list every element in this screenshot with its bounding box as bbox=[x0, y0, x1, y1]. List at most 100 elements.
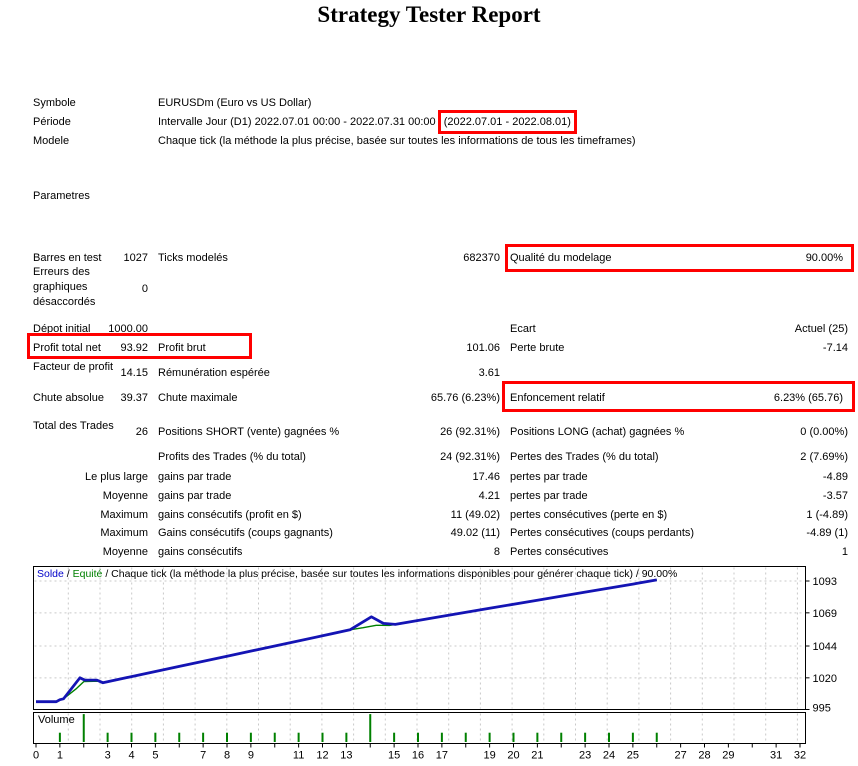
header-row-periode: Période Intervalle Jour (D1) 2022.07.01 … bbox=[0, 110, 858, 135]
periode-value-pre: Intervalle Jour (D1) 2022.07.01 00:00 - … bbox=[158, 116, 439, 128]
parametres-label: Parametres bbox=[33, 190, 90, 202]
stat-label: gains consécutifs (profit en $) bbox=[158, 509, 302, 521]
stat-label: Pertes des Trades (% du total) bbox=[510, 451, 659, 463]
legend-equite: Equité bbox=[72, 568, 103, 580]
svg-text:29: 29 bbox=[722, 750, 734, 762]
header-row-modele: Modele Chaque tick (la méthode la plus p… bbox=[0, 134, 858, 148]
table-row: Dépot initial 1000.00 Ecart Actuel (25) bbox=[0, 322, 858, 336]
stat-qualifier: Moyenne bbox=[102, 546, 148, 558]
volume-bars bbox=[58, 714, 658, 742]
svg-text:24: 24 bbox=[603, 750, 615, 762]
svg-text:5: 5 bbox=[152, 750, 158, 762]
series-Solde bbox=[36, 578, 658, 704]
table-row: Maximum gains consécutifs (profit en $) … bbox=[0, 508, 858, 522]
modele-value: Chaque tick (la méthode la plus précise,… bbox=[158, 135, 636, 147]
stat-label: Pertes consécutives (coups perdants) bbox=[510, 527, 695, 539]
stat-label: Profit total net bbox=[33, 342, 101, 354]
svg-text:32: 32 bbox=[794, 750, 806, 762]
stat-value: 0 (0.00%) bbox=[800, 426, 848, 438]
svg-text:1: 1 bbox=[57, 750, 63, 762]
svg-text:28: 28 bbox=[698, 750, 710, 762]
stat-label: Total des Trades bbox=[33, 420, 114, 432]
table-row: Total des Trades 26 Positions SHORT (ven… bbox=[0, 420, 858, 439]
stat-value: 24 (92.31%) bbox=[440, 451, 500, 463]
svg-text:0: 0 bbox=[33, 750, 39, 762]
stat-label: pertes consécutives (perte en $) bbox=[510, 509, 668, 521]
stat-value: -3.57 bbox=[822, 490, 848, 502]
stat-value: 4.21 bbox=[478, 490, 500, 502]
stat-qualifier: Maximum bbox=[100, 527, 148, 539]
svg-text:27: 27 bbox=[675, 750, 687, 762]
stat-label: Ticks modelés bbox=[158, 252, 228, 264]
stat-value: 11 (49.02) bbox=[450, 509, 500, 521]
stat-value: 1 bbox=[841, 546, 848, 558]
table-row: Moyenne gains par trade 4.21 pertes par … bbox=[0, 489, 858, 503]
plot-borders bbox=[33, 566, 806, 744]
header-row-symbole: Symbole EURUSDm (Euro vs US Dollar) bbox=[0, 96, 858, 110]
svg-text:17: 17 bbox=[436, 750, 448, 762]
stat-label: gains par trade bbox=[158, 490, 232, 502]
stat-value: 101.06 bbox=[466, 342, 500, 354]
svg-text:4: 4 bbox=[128, 750, 134, 762]
stat-value: -4.89 bbox=[822, 471, 848, 483]
svg-text:1093: 1093 bbox=[813, 576, 837, 588]
stat-label: Barres en test bbox=[33, 252, 102, 264]
stat-value: 26 (92.31%) bbox=[440, 426, 500, 438]
stat-label: Chute absolue bbox=[33, 392, 104, 404]
stat-label: Positions SHORT (vente) gagnées % bbox=[158, 426, 340, 438]
y-axis: 1093 1069 1044 1020 995 bbox=[805, 576, 837, 715]
stat-value: 14.15 bbox=[120, 367, 148, 379]
svg-text:31: 31 bbox=[770, 750, 782, 762]
svg-text:7: 7 bbox=[200, 750, 206, 762]
stat-value: 49.02 (11) bbox=[450, 527, 500, 539]
stat-label: Enfoncement relatif bbox=[510, 392, 605, 404]
svg-text:19: 19 bbox=[484, 750, 496, 762]
svg-text:1020: 1020 bbox=[813, 673, 837, 685]
stat-value: -7.14 bbox=[822, 342, 848, 354]
chart-legend: Solde / Equité / Chaque tick (la méthode… bbox=[37, 568, 677, 580]
svg-text:21: 21 bbox=[531, 750, 543, 762]
stat-value: 8 bbox=[493, 546, 500, 558]
svg-text:3: 3 bbox=[105, 750, 111, 762]
stat-label: gains consécutifs bbox=[158, 546, 243, 558]
stat-label: Perte brute bbox=[510, 342, 565, 354]
stat-label: Rémunération espérée bbox=[158, 367, 270, 379]
svg-text:12: 12 bbox=[316, 750, 328, 762]
table-row: Barres en test 1027 Ticks modelés 682370… bbox=[0, 251, 858, 265]
stat-value: 17.46 bbox=[472, 471, 500, 483]
stat-value: 1027 bbox=[123, 252, 148, 264]
stat-qualifier: Le plus large bbox=[85, 471, 148, 483]
stat-value: 39.37 bbox=[120, 392, 148, 404]
table-row: Erreurs des graphiques désaccordés 0 bbox=[0, 266, 858, 308]
stat-label: Chute maximale bbox=[158, 392, 238, 404]
periode-value: Intervalle Jour (D1) 2022.07.01 00:00 - … bbox=[158, 110, 577, 135]
table-row: Moyenne gains consécutifs 8 Pertes consé… bbox=[0, 545, 858, 559]
periode-highlight-box: (2022.07.01 - 2022.08.01) bbox=[437, 110, 577, 135]
stat-value: 26 bbox=[135, 426, 148, 438]
stat-label: pertes par trade bbox=[510, 471, 588, 483]
svg-text:25: 25 bbox=[627, 750, 639, 762]
stat-value: Actuel (25) bbox=[794, 323, 848, 335]
modele-label: Modele bbox=[33, 135, 70, 147]
svg-text:8: 8 bbox=[224, 750, 230, 762]
stat-label: Facteur de profit bbox=[33, 361, 114, 373]
legend-solde: Solde bbox=[37, 568, 64, 580]
svg-text:9: 9 bbox=[248, 750, 254, 762]
svg-text:995: 995 bbox=[813, 703, 831, 715]
stat-value: 93.92 bbox=[120, 342, 148, 354]
periode-value-boxed: (2022.07.01 - 2022.08.01) bbox=[443, 116, 571, 129]
svg-text:16: 16 bbox=[412, 750, 424, 762]
stat-label: Qualité du modelage bbox=[510, 252, 612, 264]
stat-value: -4.89 (1) bbox=[806, 527, 848, 539]
table-row: Maximum Gains consécutifs (coups gagnant… bbox=[0, 526, 858, 540]
stat-value: 0 bbox=[141, 283, 148, 295]
stat-value: 65.76 (6.23%) bbox=[430, 392, 500, 404]
stat-label: Profits des Trades (% du total) bbox=[158, 451, 306, 463]
stat-value: 90.00% bbox=[805, 252, 843, 264]
stat-label: Gains consécutifs (coups gagnants) bbox=[158, 527, 333, 539]
stat-qualifier: Moyenne bbox=[102, 490, 148, 502]
stat-value: 3.61 bbox=[478, 367, 500, 379]
parametres-row: Parametres bbox=[0, 189, 858, 203]
volume-label: Volume bbox=[38, 714, 75, 726]
